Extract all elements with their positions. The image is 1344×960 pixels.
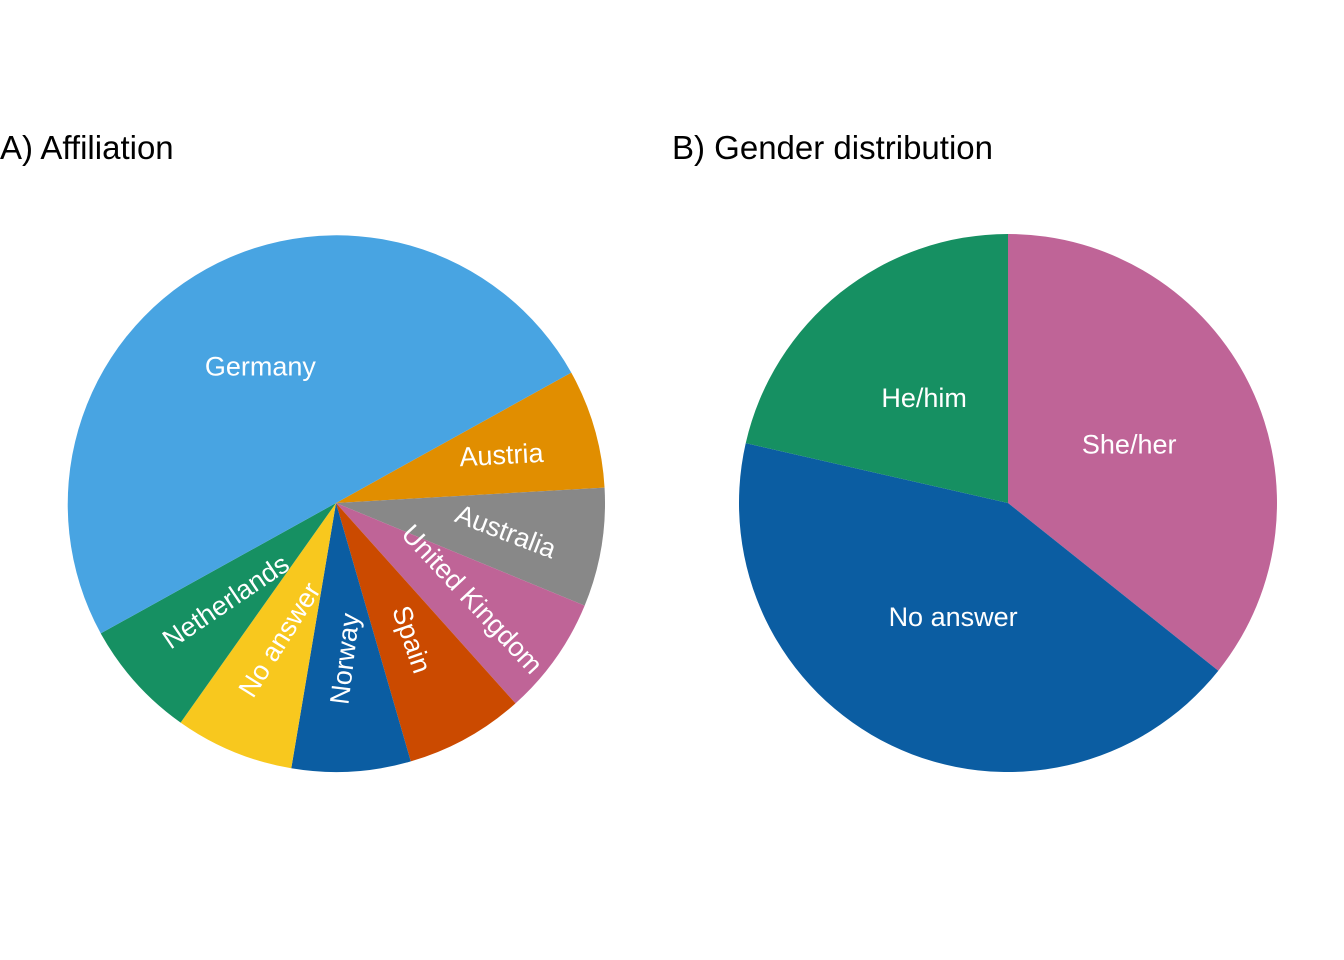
- gender-slice-no-answer: [738, 443, 1219, 773]
- affiliation-label-germany: Germany: [205, 352, 317, 382]
- gender-label-she-her: She/her: [1082, 430, 1177, 460]
- affiliation-slice-austria: [336, 372, 605, 503]
- affiliation-chart-title: A) Affiliation: [0, 129, 174, 166]
- gender-slice-he-him: [745, 233, 1008, 503]
- affiliation-slice-germany: [67, 235, 572, 634]
- affiliation-slice-australia: [336, 487, 606, 606]
- affiliation-slice-norway: [291, 503, 411, 773]
- affiliation-label-austria: Austria: [459, 438, 545, 472]
- gender-slice-she-her: [1008, 234, 1277, 671]
- affiliation-slice-netherlands: [100, 503, 336, 723]
- gender-label-no-answer: No answer: [889, 602, 1018, 632]
- affiliation-slice-united-kingdom: [336, 503, 585, 704]
- affiliation-slice-no-answer: [180, 503, 336, 769]
- affiliation-slice-spain: [336, 503, 516, 762]
- gender-pie: She/her No answer He/him: [738, 233, 1277, 773]
- gender-label-he-him: He/him: [881, 383, 967, 413]
- gender-chart-title: B) Gender distribution: [672, 129, 993, 166]
